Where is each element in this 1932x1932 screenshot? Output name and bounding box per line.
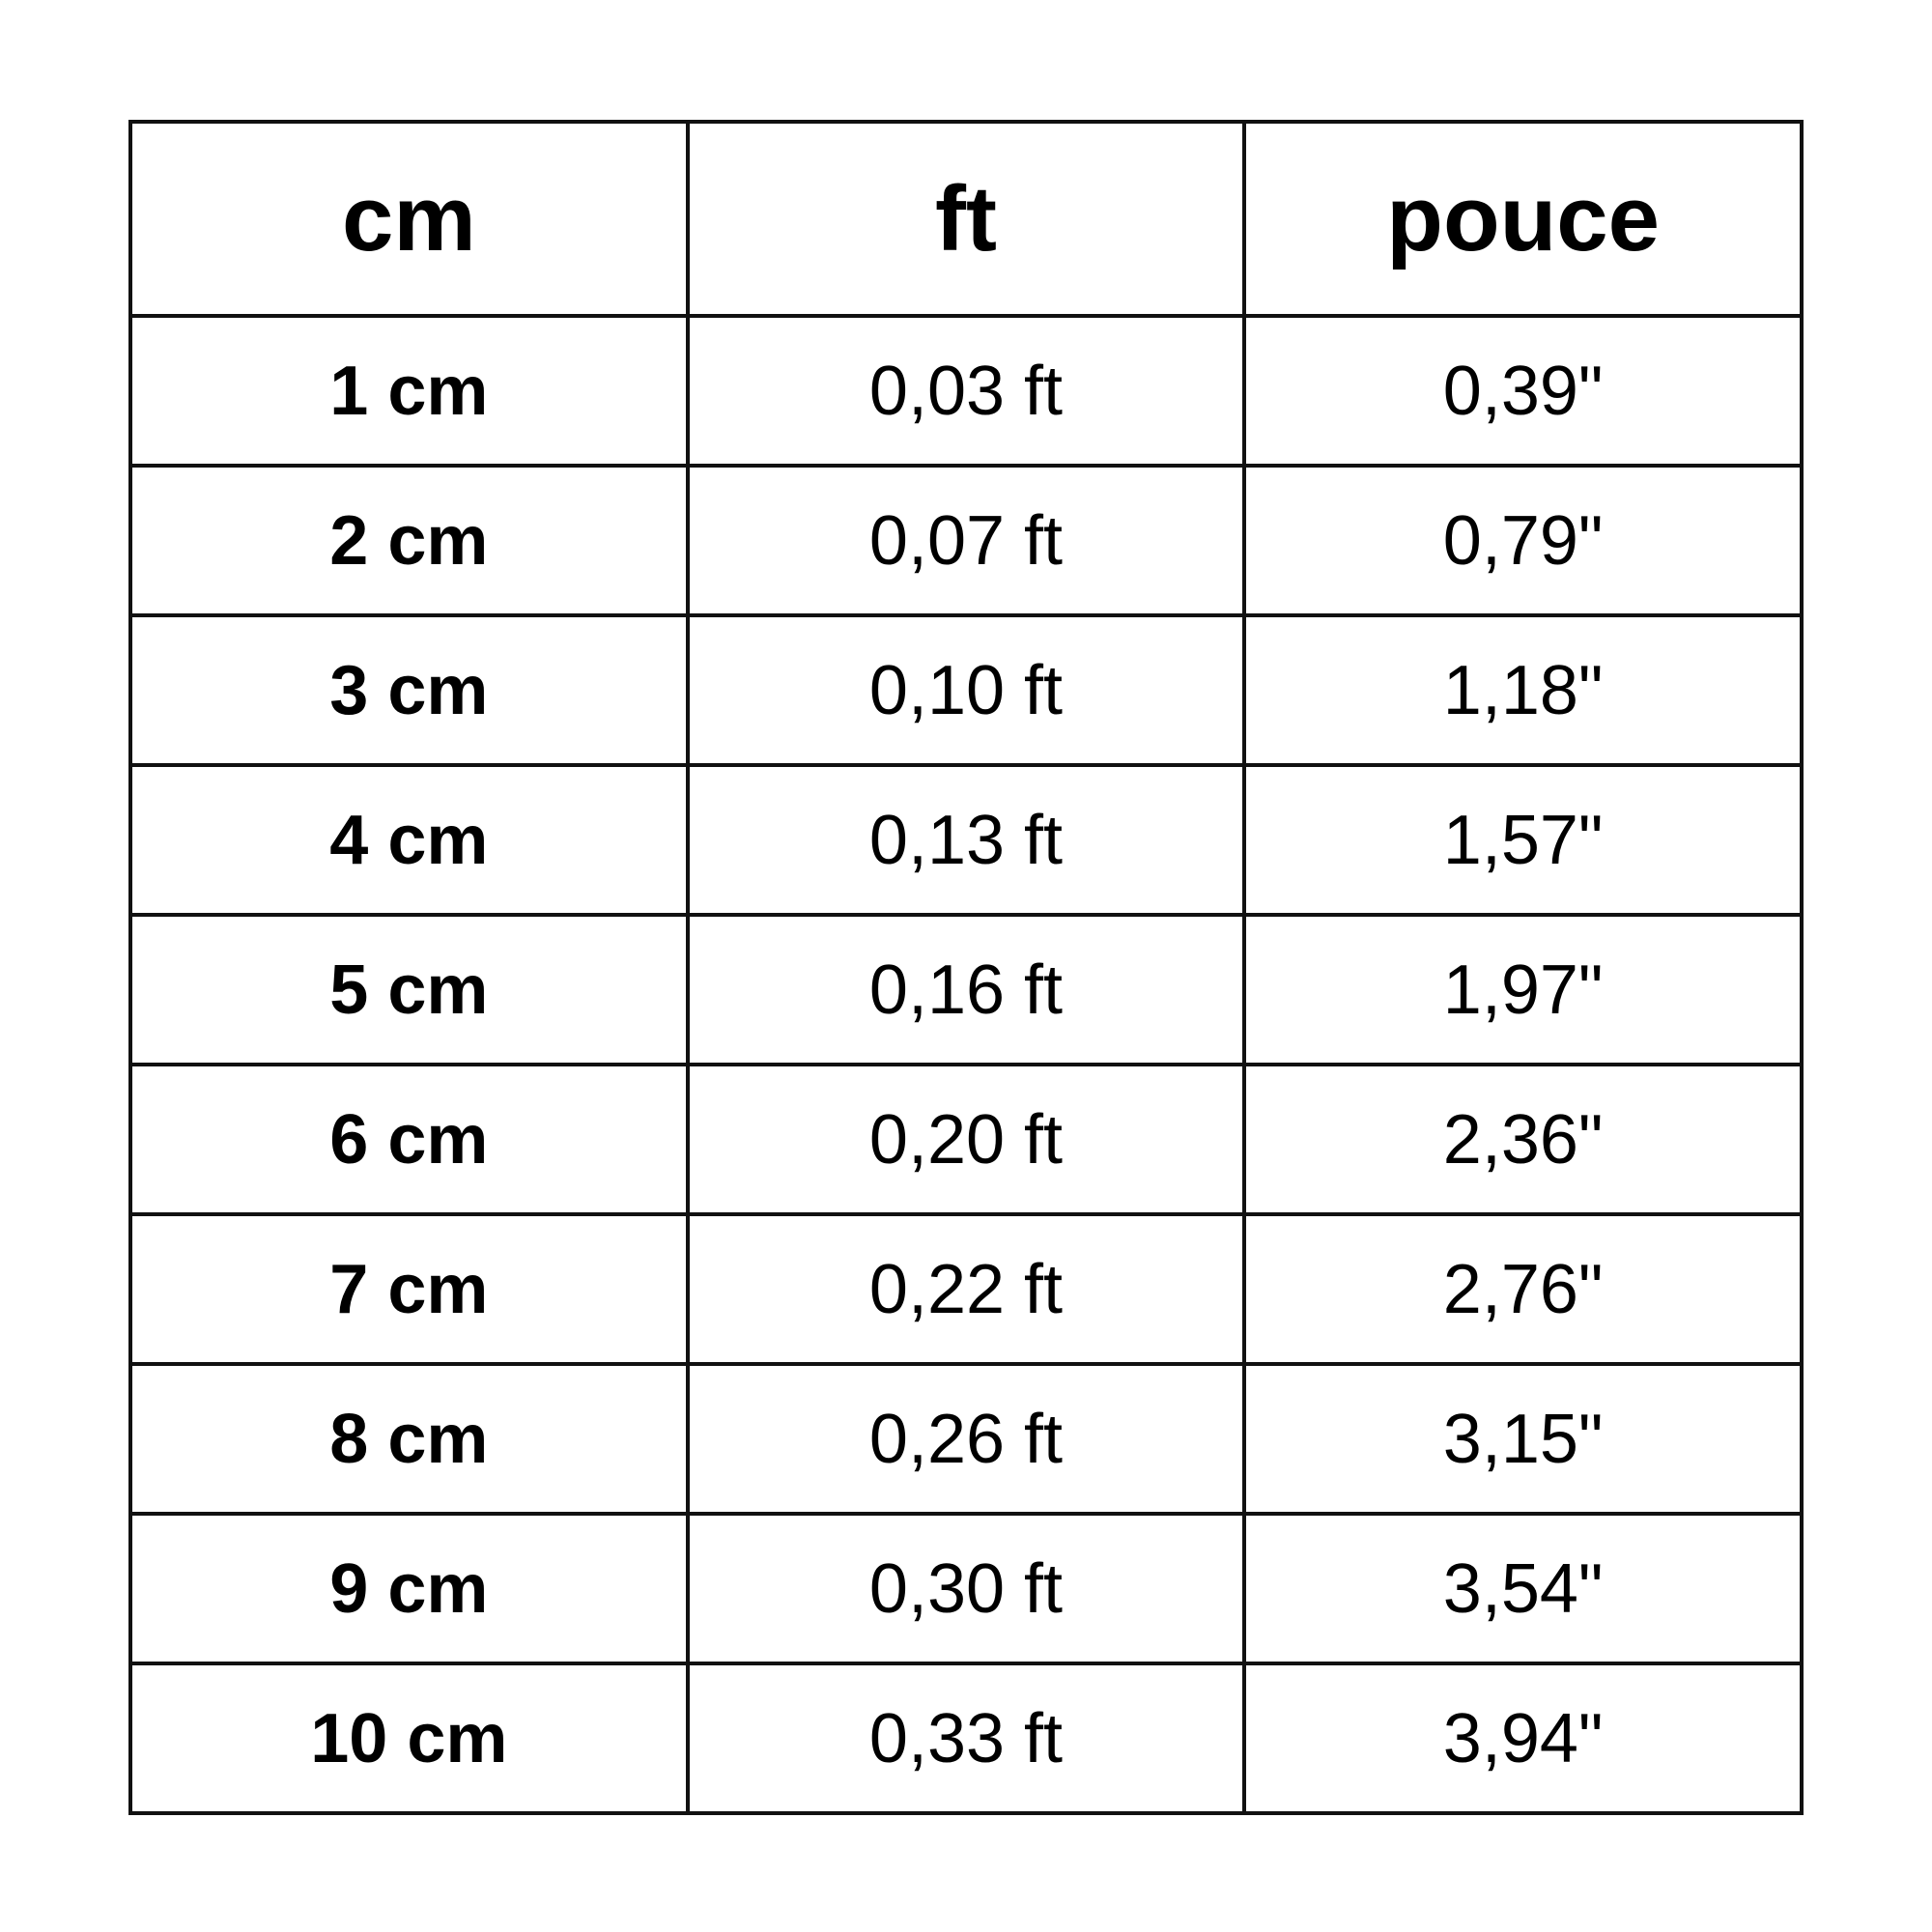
- cell-pouce: 3,54": [1242, 1512, 1804, 1665]
- cell-ft: 0,22 ft: [685, 1212, 1247, 1366]
- cell-cm: 1 cm: [128, 314, 690, 468]
- cell-cm: 8 cm: [128, 1362, 690, 1516]
- cell-ft: 0,30 ft: [685, 1512, 1247, 1665]
- cell-ft: 0,33 ft: [685, 1662, 1247, 1815]
- table-row: 10 cm 0,33 ft 3,94": [128, 1662, 1804, 1815]
- cell-pouce: 2,76": [1242, 1212, 1804, 1366]
- header-pouce: pouce: [1242, 120, 1804, 318]
- cell-pouce: 0,79": [1242, 464, 1804, 617]
- cell-ft: 0,13 ft: [685, 763, 1247, 917]
- cell-cm: 4 cm: [128, 763, 690, 917]
- cell-cm: 7 cm: [128, 1212, 690, 1366]
- cell-pouce: 1,18": [1242, 613, 1804, 767]
- table-row: 4 cm 0,13 ft 1,57": [128, 763, 1804, 917]
- cell-cm: 6 cm: [128, 1063, 690, 1216]
- cell-ft: 0,03 ft: [685, 314, 1247, 468]
- cell-ft: 0,26 ft: [685, 1362, 1247, 1516]
- header-ft: ft: [685, 120, 1247, 318]
- cell-ft: 0,16 ft: [685, 913, 1247, 1066]
- cell-pouce: 3,15": [1242, 1362, 1804, 1516]
- cell-pouce: 3,94": [1242, 1662, 1804, 1815]
- table-row: 1 cm 0,03 ft 0,39": [128, 314, 1804, 468]
- table-row: 8 cm 0,26 ft 3,15": [128, 1362, 1804, 1516]
- cell-cm: 3 cm: [128, 613, 690, 767]
- table-row: 5 cm 0,16 ft 1,97": [128, 913, 1804, 1066]
- conversion-table: cm ft pouce 1 cm 0,03 ft 0,39" 2 cm 0,07 ft 0…: [128, 120, 1804, 1815]
- table-row: 9 cm 0,30 ft 3,54": [128, 1512, 1804, 1665]
- table-row: 3 cm 0,10 ft 1,18": [128, 613, 1804, 767]
- cell-pouce: 1,57": [1242, 763, 1804, 917]
- cell-cm: 9 cm: [128, 1512, 690, 1665]
- cell-pouce: 0,39": [1242, 314, 1804, 468]
- cell-ft: 0,20 ft: [685, 1063, 1247, 1216]
- table-row: 7 cm 0,22 ft 2,76": [128, 1212, 1804, 1366]
- cell-cm: 10 cm: [128, 1662, 690, 1815]
- cell-pouce: 1,97": [1242, 913, 1804, 1066]
- cell-cm: 2 cm: [128, 464, 690, 617]
- cell-ft: 0,10 ft: [685, 613, 1247, 767]
- header-row: cm ft pouce: [128, 120, 1804, 318]
- table-row: 6 cm 0,20 ft 2,36": [128, 1063, 1804, 1216]
- cell-ft: 0,07 ft: [685, 464, 1247, 617]
- header-cm: cm: [128, 120, 690, 318]
- table-row: 2 cm 0,07 ft 0,79": [128, 464, 1804, 617]
- cell-cm: 5 cm: [128, 913, 690, 1066]
- cell-pouce: 2,36": [1242, 1063, 1804, 1216]
